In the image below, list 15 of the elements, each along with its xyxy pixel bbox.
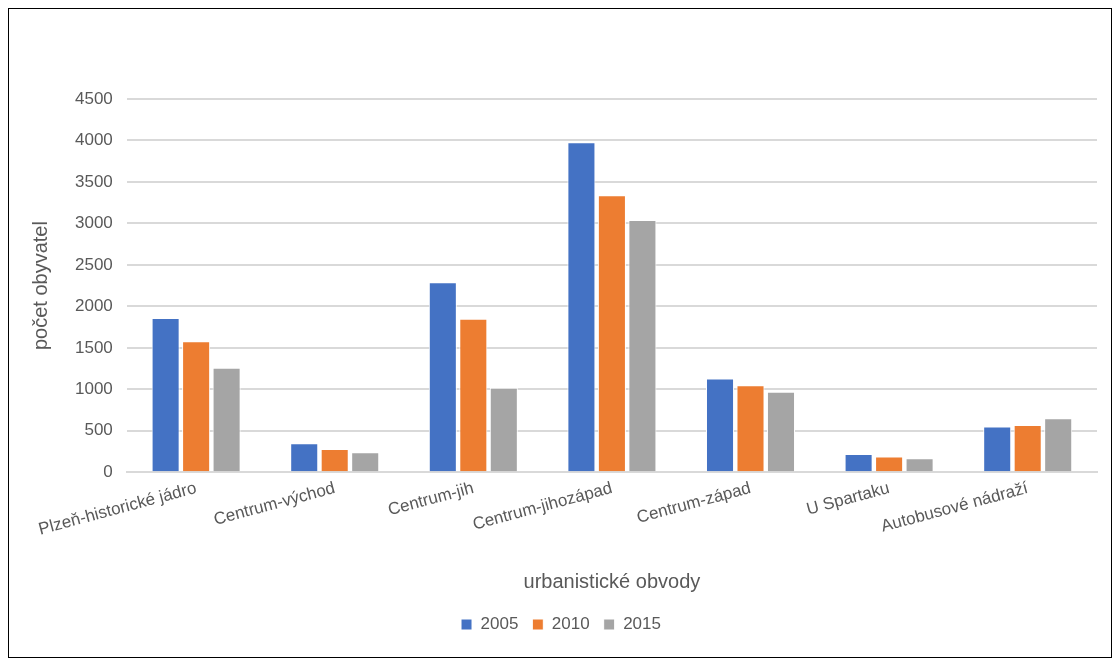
y-tick-label: 3000 <box>74 213 113 233</box>
legend-label: 2010 <box>551 614 590 634</box>
legend-label: 2015 <box>623 614 661 634</box>
y-tick-label: 1500 <box>74 337 113 357</box>
y-tick-label: 0 <box>103 461 113 481</box>
y-tick-label: 1000 <box>74 378 113 398</box>
y-tick-label: 3500 <box>74 171 113 191</box>
x-axis-title: urbanistické obvody <box>523 569 701 592</box>
y-axis-title: počet obyvatel <box>28 221 51 351</box>
y-tick-label: 500 <box>84 420 113 440</box>
y-tick-label: 4500 <box>74 88 113 108</box>
y-tick-label: 4000 <box>74 130 113 150</box>
y-tick-label: 2500 <box>74 254 113 274</box>
legend-label: 2005 <box>480 614 519 634</box>
y-tick-label: 2000 <box>74 296 113 316</box>
